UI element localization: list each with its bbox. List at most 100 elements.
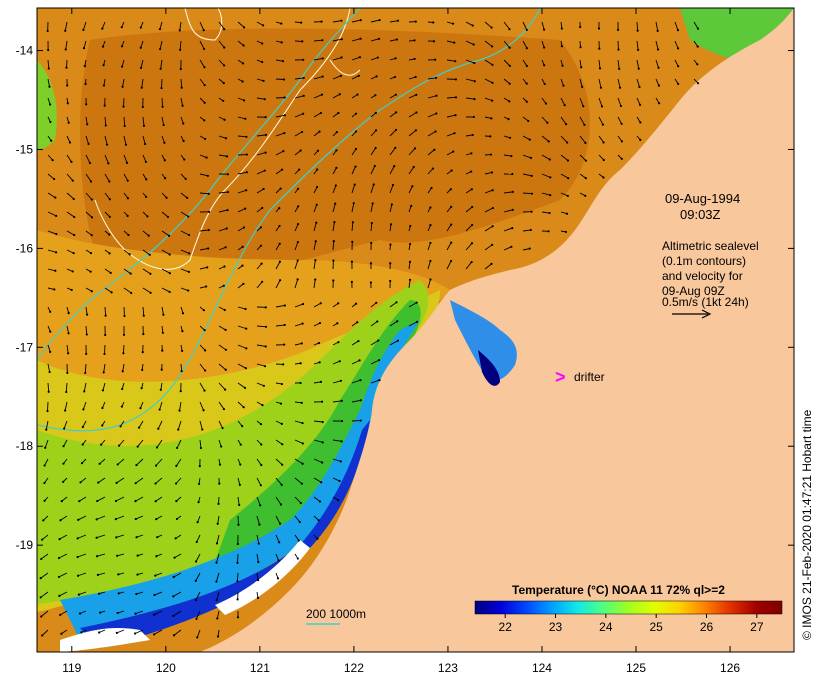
velocity-arrow (522, 21, 528, 31)
velocity-arrow (275, 150, 284, 156)
velocity-arrow (237, 306, 246, 310)
velocity-arrow (179, 21, 182, 31)
velocity-arrow-head (431, 167, 435, 170)
velocity-arrow-head (321, 75, 324, 78)
velocity-arrow-head (223, 46, 226, 49)
velocity-arrow-head (149, 272, 152, 275)
velocity-arrow (216, 553, 220, 563)
altimetry-legend: Altimetric sealevel (0.1m contours) and … (662, 239, 759, 319)
velocity-arrow-head (394, 146, 397, 149)
velocity-arrow-head (153, 633, 156, 636)
velocity-arrow (560, 154, 569, 161)
velocity-arrow-head (72, 197, 75, 201)
velocity-arrow-head (656, 48, 660, 51)
velocity-arrow-head (54, 269, 57, 272)
velocity-arrow-head (186, 196, 189, 199)
velocity-arrow-head (565, 212, 569, 215)
velocity-arrow-head (432, 40, 436, 43)
colorbar-bar (474, 600, 783, 615)
velocity-arrow-head (160, 368, 163, 371)
velocity-arrow (636, 40, 639, 50)
time-label: 09:03Z (680, 207, 721, 222)
velocity-arrow-head (223, 265, 226, 268)
velocity-arrow-head (77, 593, 80, 596)
velocity-arrow-head (279, 187, 282, 190)
velocity-arrow-head (377, 37, 381, 40)
velocity-arrow-head (579, 25, 582, 29)
velocity-arrow (77, 572, 87, 577)
velocity-arrow-head (154, 464, 158, 467)
velocity-arrow-head (264, 306, 267, 309)
velocity-arrow (617, 97, 622, 107)
velocity-arrow (136, 534, 144, 538)
velocity-arrow-head (335, 166, 338, 169)
velocity-arrow (161, 287, 170, 293)
velocity-arrow-head (598, 67, 602, 70)
velocity-arrow-head (174, 482, 178, 485)
velocity-arrow (313, 222, 317, 232)
velocity-arrow (294, 260, 299, 270)
velocity-arrow-head (90, 198, 93, 201)
velocity-arrow-head (97, 592, 101, 595)
velocity-arrow-head (64, 48, 67, 51)
velocity-arrow (118, 439, 125, 446)
lon-tick-label: 121 (250, 661, 270, 675)
velocity-arrow-head (318, 361, 321, 364)
velocity-arrow-head (491, 99, 494, 102)
velocity-arrow-head (636, 29, 639, 32)
lat-tick-label: -16 (16, 241, 34, 255)
velocity-arrow (65, 382, 68, 392)
velocity-arrow-head (65, 66, 68, 69)
velocity-arrow-head (242, 99, 246, 102)
velocity-arrow-head (429, 278, 432, 281)
velocity-arrow (351, 19, 361, 23)
velocity-arrow (655, 40, 659, 50)
velocity-arrow (161, 116, 165, 126)
velocity-arrow (218, 154, 228, 157)
velocity-arrow (351, 166, 356, 175)
velocity-arrow-head (39, 596, 42, 599)
velocity-arrow-head (296, 557, 299, 560)
velocity-arrow (541, 135, 550, 142)
velocity-arrow (427, 279, 431, 289)
velocity-arrow (693, 21, 699, 29)
velocity-arrow-head (181, 349, 184, 352)
velocity-arrow-head (491, 45, 494, 48)
velocity-arrow (294, 342, 302, 346)
velocity-arrow (174, 553, 182, 559)
colorbar-ticks: 22 23 24 25 26 27 (499, 614, 764, 634)
velocity-arrow-head (64, 409, 67, 412)
velocity-arrow-head (525, 47, 528, 50)
velocity-arrow-head (320, 400, 324, 403)
velocity-arrow-head (338, 93, 341, 96)
velocity-arrow-head (62, 462, 65, 465)
velocity-arrow-head (84, 371, 87, 375)
velocity-arrow (142, 249, 151, 256)
velocity-arrow-head (472, 115, 475, 119)
velocity-arrow-head (316, 149, 320, 152)
velocity-arrow (179, 401, 182, 411)
velocity-arrow (256, 572, 259, 581)
velocity-arrow (61, 496, 68, 502)
velocity-arrow (465, 97, 475, 100)
velocity-arrow (123, 97, 125, 107)
velocity-arrow (218, 420, 223, 429)
velocity-arrow-head (282, 363, 285, 366)
velocity-arrow (237, 40, 244, 46)
velocity-arrow-head (207, 192, 210, 195)
velocity-arrow-head (548, 211, 551, 215)
velocity-arrow (218, 21, 225, 30)
velocity-arrow-head (107, 162, 110, 165)
velocity-arrow (64, 401, 68, 411)
velocity-arrow-head (203, 84, 206, 87)
velocity-arrow-head (527, 119, 530, 123)
velocity-arrow (78, 496, 87, 502)
velocity-arrow-head (543, 64, 546, 67)
velocity-arrow-head (337, 341, 340, 344)
velocity-arrow-head (220, 445, 223, 448)
velocity-arrow-head (335, 131, 338, 134)
velocity-arrow-head (490, 171, 494, 174)
velocity-arrow-head (218, 482, 221, 485)
velocity-arrow (218, 40, 225, 48)
velocity-arrow-head (90, 234, 93, 237)
